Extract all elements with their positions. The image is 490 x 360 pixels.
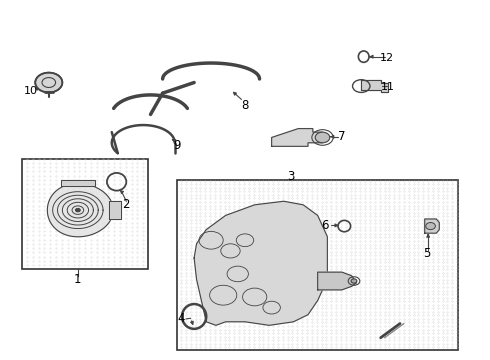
- Text: 5: 5: [423, 247, 430, 260]
- Polygon shape: [361, 80, 388, 93]
- Circle shape: [351, 279, 357, 283]
- Bar: [22, 159, 148, 269]
- Text: 7: 7: [338, 130, 345, 143]
- Polygon shape: [318, 272, 356, 290]
- Bar: [177, 180, 458, 350]
- Polygon shape: [271, 129, 322, 146]
- Circle shape: [35, 73, 62, 93]
- Text: 1: 1: [74, 274, 82, 287]
- Polygon shape: [61, 180, 95, 186]
- Text: 11: 11: [381, 82, 395, 92]
- Text: 2: 2: [122, 198, 130, 211]
- Text: 8: 8: [241, 99, 249, 112]
- Polygon shape: [109, 201, 122, 219]
- Text: 6: 6: [321, 219, 329, 232]
- Text: 10: 10: [24, 86, 38, 96]
- Polygon shape: [48, 184, 113, 237]
- Text: 3: 3: [287, 170, 294, 183]
- Text: 4: 4: [177, 312, 185, 325]
- Polygon shape: [194, 201, 327, 325]
- Circle shape: [75, 208, 80, 212]
- Polygon shape: [425, 219, 439, 233]
- Text: 9: 9: [173, 139, 181, 152]
- Circle shape: [426, 222, 436, 230]
- Circle shape: [315, 132, 330, 143]
- Text: 12: 12: [380, 53, 394, 63]
